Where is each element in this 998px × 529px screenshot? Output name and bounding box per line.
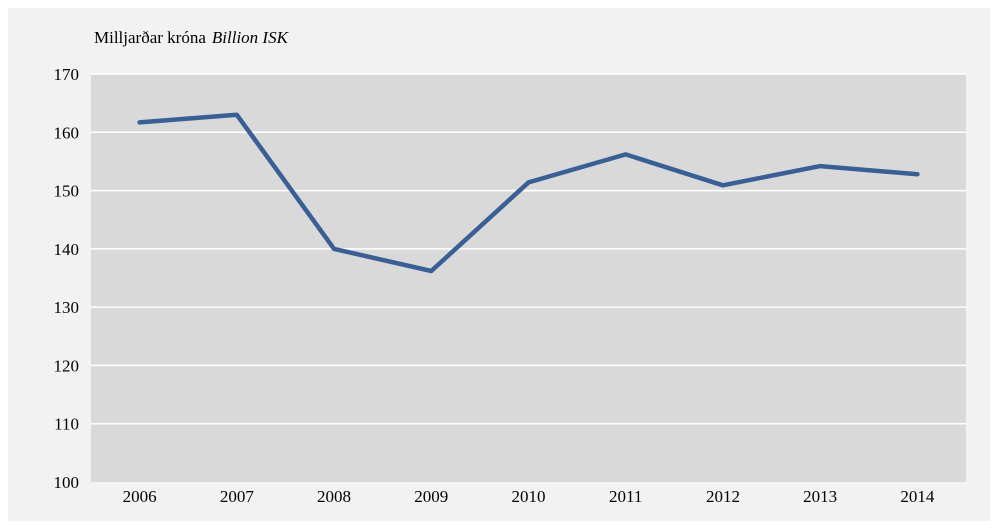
x-tick-label: 2006 bbox=[123, 487, 157, 506]
y-tick-label: 160 bbox=[54, 123, 80, 142]
y-tick-label: 130 bbox=[54, 298, 80, 317]
data-point bbox=[915, 172, 920, 177]
data-point bbox=[526, 180, 531, 185]
x-tick-label: 2010 bbox=[512, 487, 546, 506]
y-axis-unit-label-is: Milljarðar króna bbox=[94, 28, 206, 47]
series-group bbox=[137, 112, 920, 274]
data-point bbox=[720, 183, 725, 188]
x-tick-label: 2013 bbox=[803, 487, 837, 506]
y-axis-unit-label-en: Billion ISK bbox=[211, 28, 288, 47]
data-point bbox=[234, 112, 239, 117]
x-tick-label: 2012 bbox=[706, 487, 740, 506]
y-tick-label: 140 bbox=[54, 240, 80, 259]
x-tick-label: 2011 bbox=[609, 487, 642, 506]
y-tick-label: 100 bbox=[54, 473, 80, 492]
x-tick-label: 2007 bbox=[220, 487, 255, 506]
y-tick-label: 150 bbox=[54, 182, 80, 201]
x-tick-label: 2008 bbox=[317, 487, 351, 506]
y-axis-ticks: 100 110 120 130 140 150 160 170 bbox=[54, 65, 80, 492]
data-point bbox=[137, 120, 142, 125]
data-point bbox=[623, 152, 628, 157]
x-tick-label: 2014 bbox=[900, 487, 935, 506]
data-point bbox=[818, 164, 823, 169]
gridlines bbox=[91, 73, 966, 425]
data-point bbox=[332, 246, 337, 251]
plot-area bbox=[91, 74, 966, 482]
y-axis-unit-label: Milljarðar króna Billion ISK bbox=[94, 28, 288, 48]
x-tick-label: 2009 bbox=[414, 487, 448, 506]
x-axis-ticks: 2006 2007 2008 2009 2010 2011 2012 2013 2014 bbox=[123, 487, 935, 506]
y-tick-label: 120 bbox=[54, 356, 80, 375]
data-point bbox=[429, 269, 434, 274]
y-tick-label: 110 bbox=[54, 415, 79, 434]
y-tick-label: 170 bbox=[54, 65, 80, 84]
